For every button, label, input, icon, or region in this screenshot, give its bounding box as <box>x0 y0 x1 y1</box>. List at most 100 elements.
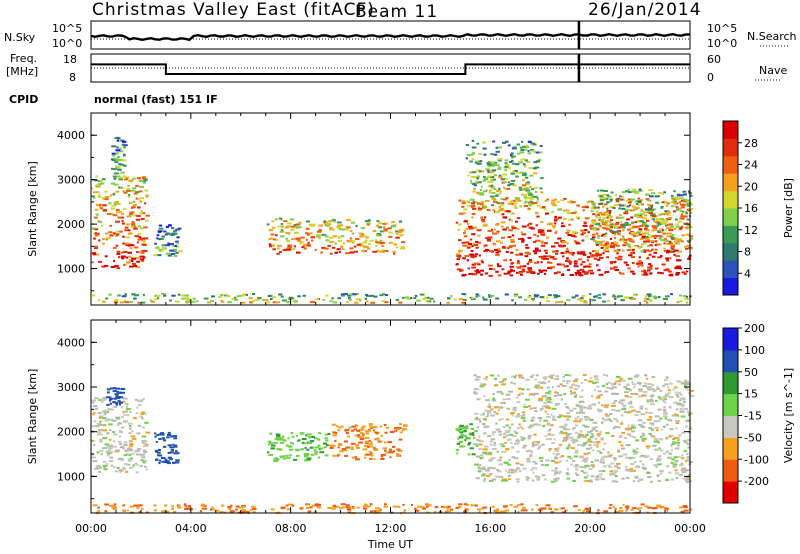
velocity-echo-cell <box>525 476 529 479</box>
velocity-echo-cell <box>599 451 603 454</box>
power-echo-cell <box>594 227 598 230</box>
velocity-echo-cell <box>605 432 610 435</box>
velocity-echo-cell <box>572 479 576 482</box>
power-echo-cell <box>630 252 634 255</box>
power-echo-cell <box>124 293 127 296</box>
velocity-echo-cell <box>638 478 644 481</box>
power-echo-cell <box>653 296 658 299</box>
power-echo-cell <box>498 158 503 161</box>
velocity-echo-cell <box>478 443 483 446</box>
velocity-echo-cell <box>666 509 669 512</box>
velocity-echo-cell <box>536 476 541 479</box>
velocity-echo-cell <box>576 411 581 414</box>
velocity-echo-cell <box>397 449 403 452</box>
velocity-echo-cell <box>670 461 674 464</box>
power-echo-cell <box>644 211 649 214</box>
velocity-echo-cell <box>477 467 481 470</box>
velocity-echo-cell <box>641 394 646 397</box>
power-echo-cell <box>648 253 652 256</box>
cpid-label: CPID <box>9 93 39 106</box>
power-echo-cell <box>118 163 122 166</box>
power-echo-cell <box>171 227 175 230</box>
velocity-echo-cell <box>481 468 487 470</box>
velocity-echo-cell <box>645 445 651 448</box>
velocity-echo-cell <box>623 386 628 389</box>
velocity-echo-cell <box>605 414 610 417</box>
power-echo-cell <box>383 228 389 231</box>
velocity-colorbar-segment <box>723 437 738 460</box>
velocity-echo-cell <box>106 403 110 406</box>
power-echo-cell <box>464 241 470 244</box>
power-echo-cell <box>104 264 109 267</box>
power-echo-cell <box>637 200 642 203</box>
velocity-echo-cell <box>178 504 181 507</box>
velocity-echo-cell <box>485 453 488 456</box>
power-echo-cell <box>610 191 614 194</box>
power-echo-cell <box>287 232 290 235</box>
power-echo-cell <box>633 208 638 211</box>
power-echo-cell <box>301 246 305 248</box>
velocity-echo-cell <box>651 384 655 387</box>
velocity-echo-cell <box>624 427 630 430</box>
power-echo-cell <box>350 221 355 224</box>
velocity-echo-cell <box>459 427 464 430</box>
velocity-echo-cell <box>133 450 139 453</box>
power-echo-cell <box>668 228 673 231</box>
velocity-echo-cell <box>526 460 531 463</box>
power-echo-cell <box>630 232 635 234</box>
velocity-echo-cell <box>636 381 640 384</box>
velocity-echo-cell <box>586 425 590 428</box>
velocity-echo-cell <box>674 472 679 475</box>
power-echo-cell <box>553 204 557 207</box>
velocity-echo-cell <box>364 436 370 439</box>
velocity-echo-cell <box>658 455 662 458</box>
velocity-echo-cell <box>597 401 600 404</box>
power-echo-cell <box>303 243 308 246</box>
power-echo-cell <box>462 298 467 301</box>
power-echo-cell <box>648 206 651 208</box>
velocity-echo-cell <box>528 455 533 458</box>
power-echo-cell <box>546 300 550 302</box>
velocity-echo-cell <box>557 416 560 419</box>
velocity-echo-cell <box>484 409 488 412</box>
power-echo-cell <box>622 244 626 247</box>
power-echo-cell <box>125 176 130 179</box>
velocity-echo-cell <box>664 398 667 401</box>
velocity-echo-cell <box>536 475 539 478</box>
power-echo-cell <box>479 193 485 196</box>
power-echo-cell <box>526 262 529 265</box>
power-colorbar-label: 20 <box>744 180 758 193</box>
velocity-echo-cell <box>334 440 337 442</box>
power-echo-cell <box>296 238 301 241</box>
power-echo-cell <box>681 210 684 213</box>
velocity-echo-cell <box>488 403 491 406</box>
power-echo-cell <box>470 179 472 182</box>
velocity-echo-cell <box>565 431 568 434</box>
power-echo-cell <box>520 159 523 162</box>
power-echo-cell <box>524 159 528 162</box>
power-echo-cell <box>670 245 675 248</box>
velocity-echo-cell <box>551 441 556 444</box>
power-echo-cell <box>480 259 484 262</box>
power-echo-cell <box>549 256 552 259</box>
power-echo-cell <box>653 251 657 254</box>
power-echo-cell <box>566 269 571 272</box>
power-echo-cell <box>653 237 657 239</box>
power-echo-cell <box>268 243 272 246</box>
velocity-echo-cell <box>250 505 256 508</box>
velocity-echo-cell <box>479 440 484 443</box>
power-colorbar-segment <box>723 121 738 139</box>
power-echo-cell <box>136 260 141 263</box>
velocity-echo-cell <box>362 448 368 451</box>
power-echo-cell <box>470 250 474 252</box>
velocity-colorbar-label: 50 <box>744 366 758 379</box>
power-echo-cell <box>590 200 594 203</box>
velocity-echo-cell <box>187 505 191 508</box>
power-echo-cell <box>679 197 684 200</box>
velocity-echo-cell <box>554 479 558 482</box>
power-echo-cell <box>681 204 686 207</box>
power-echo-cell <box>504 210 507 213</box>
power-echo-cell <box>510 154 513 157</box>
velocity-echo-cell <box>517 441 521 444</box>
power-echo-cell <box>398 220 403 223</box>
